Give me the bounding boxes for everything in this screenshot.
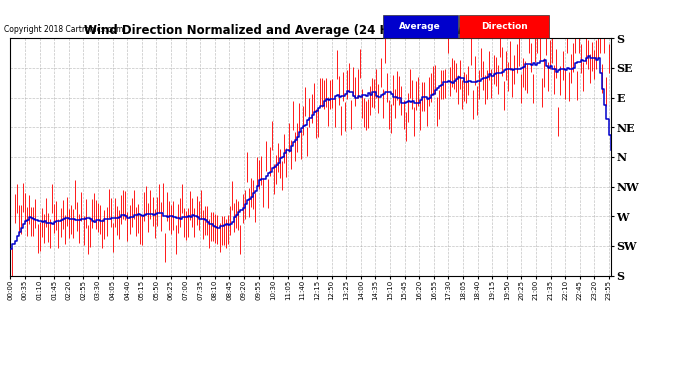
Text: Copyright 2018 Cartronics.com: Copyright 2018 Cartronics.com xyxy=(4,25,124,34)
Bar xyxy=(382,15,457,38)
Title: Wind Direction Normalized and Average (24 Hours) (New) 20181211: Wind Direction Normalized and Average (2… xyxy=(84,24,537,37)
Text: Average: Average xyxy=(400,22,441,31)
Text: Direction: Direction xyxy=(481,22,528,31)
Bar xyxy=(460,15,549,38)
